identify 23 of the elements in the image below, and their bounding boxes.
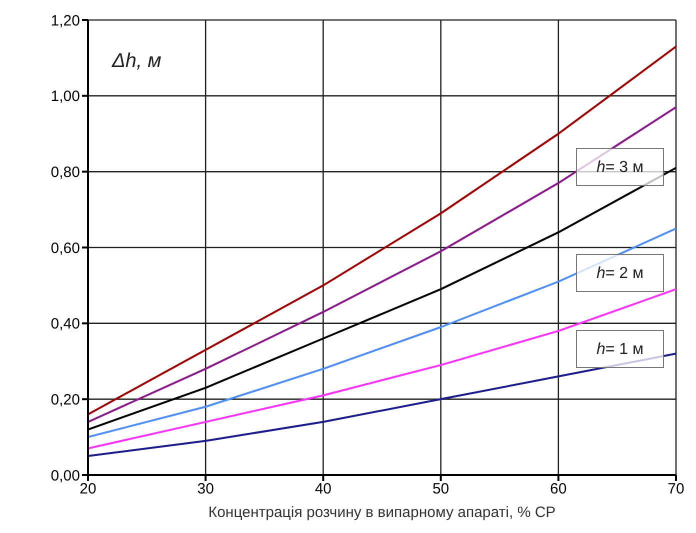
x-tick-label: 20: [80, 480, 96, 498]
y-axis-title: Δh, м: [112, 50, 162, 73]
line-series: [88, 106, 676, 423]
y-tick-label: 0,00: [50, 467, 80, 484]
annotation: h= 1 м: [596, 341, 644, 358]
y-tick-label: 0,80: [50, 164, 80, 181]
x-tick-label: 70: [668, 480, 684, 498]
x-tick-label: 40: [314, 480, 332, 498]
line-series: [88, 46, 676, 416]
y-tick-label: 0,60: [50, 240, 80, 257]
annotation: h= 2 м: [596, 265, 644, 282]
y-tick-label: 1,00: [50, 88, 80, 106]
x-tick-label: 50: [432, 480, 450, 498]
y-tick-label: 1,20: [50, 12, 80, 30]
y-tick-label: 0,40: [50, 316, 80, 333]
y-tick-label: 0,20: [50, 391, 80, 408]
x-tick-label: 60: [550, 480, 567, 498]
x-axis-title: Концентрація розчину в випарному апараті, % СР: [208, 504, 556, 521]
line-series: [88, 288, 676, 450]
line-series: [88, 228, 676, 438]
x-tick-label: 30: [197, 480, 214, 498]
annotation: h= 3 м: [596, 159, 644, 176]
line-series: [88, 352, 676, 458]
